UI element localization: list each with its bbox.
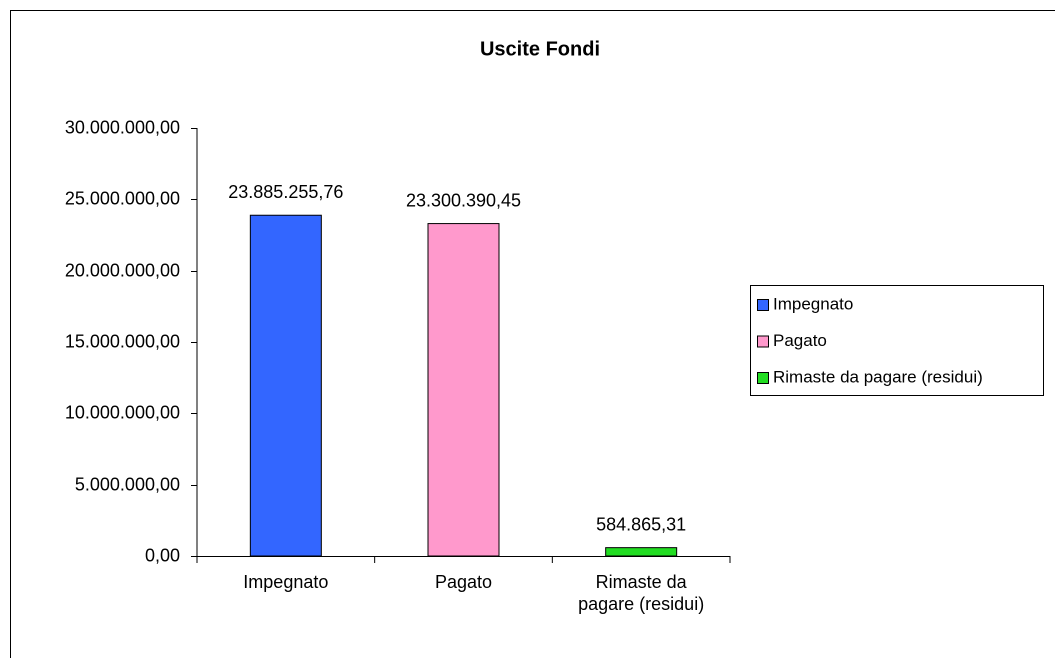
data-label: 23.885.255,76: [228, 182, 343, 202]
x-tick-label: Rimaste da pagare (residui): [578, 572, 705, 614]
y-tick-label: 25.000.000,00: [65, 188, 180, 208]
x-tick-label-box: Pagato: [434, 572, 493, 592]
x-tick-label: Pagato: [434, 572, 493, 592]
y-tick-label: 10.000.000,00: [65, 402, 180, 422]
y-tick-label: 15.000.000,00: [65, 331, 180, 351]
y-tick-label: 30.000.000,00: [65, 117, 180, 137]
x-tick-label-box: Impegnato: [243, 572, 329, 592]
y-tick-label: 5.000.000,00: [75, 474, 180, 494]
legend-label: Impegnato: [773, 294, 853, 313]
data-label: 584.865,31: [596, 514, 686, 534]
x-tick-label: Impegnato: [243, 572, 329, 592]
data-label: 23.300.390,45: [406, 190, 521, 210]
y-tick-label: 0,00: [145, 545, 180, 565]
bar: [427, 223, 500, 557]
legend-swatch: [757, 372, 769, 384]
chart-title: Uscite Fondi: [480, 38, 600, 60]
legend: [750, 285, 1044, 396]
legend-swatch: [757, 299, 769, 311]
legend-label: Pagato: [773, 331, 827, 350]
legend-label: Rimaste da pagare (residui): [773, 367, 983, 386]
x-tick-label-box: Rimaste da pagare (residui): [578, 572, 705, 614]
bar: [605, 547, 678, 557]
y-tick-label: 20.000.000,00: [65, 260, 180, 280]
bar: [249, 214, 322, 557]
legend-swatch: [757, 335, 769, 348]
